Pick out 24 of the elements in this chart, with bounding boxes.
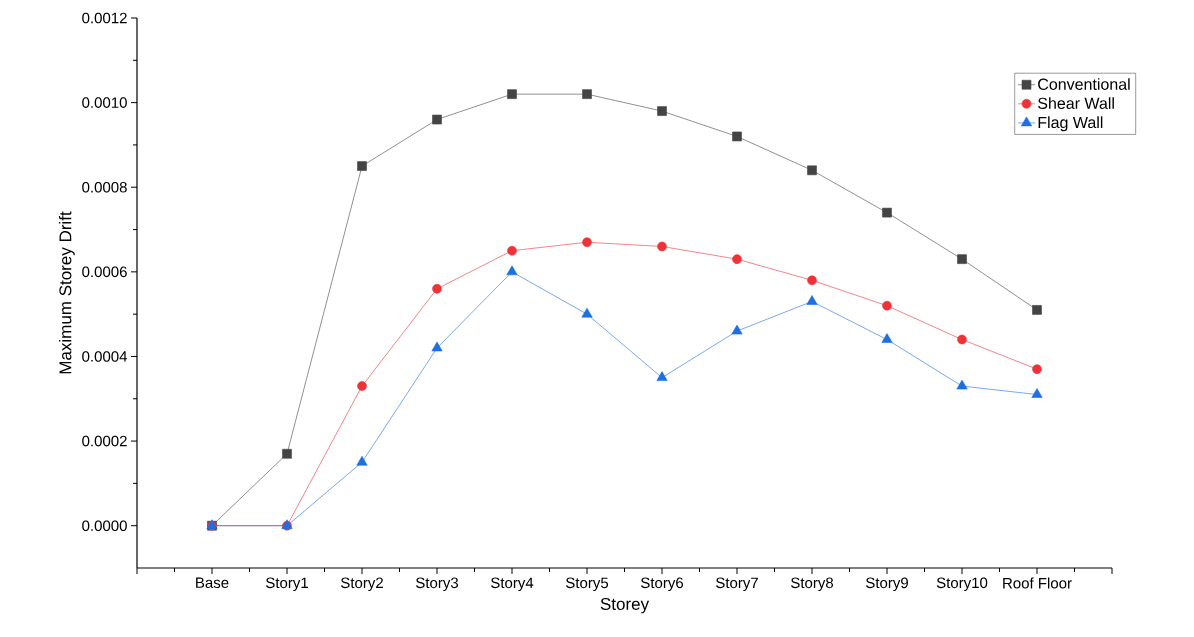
- y-tick-label: 0.0008: [82, 181, 127, 193]
- y-tick-label: 0.0006: [82, 266, 127, 278]
- x-tick-label: Story4: [491, 577, 534, 592]
- x-tick-label: Story6: [641, 577, 684, 592]
- x-tick-label: Story9: [866, 577, 908, 592]
- y-tick-label: 0.0012: [82, 12, 127, 24]
- x-tick-label: Base: [196, 577, 229, 588]
- x-tick-label: Roof Floor: [1003, 577, 1072, 589]
- x-tick-label: Story2: [341, 577, 383, 592]
- x-tick-label: Story1: [266, 577, 308, 592]
- legend-label: Flag Wall: [1038, 116, 1103, 132]
- x-tick-label: Story7: [716, 577, 758, 592]
- y-tick-label: 0.0004: [82, 351, 128, 362]
- x-tick-label: Story10: [936, 577, 988, 592]
- x-tick-label: Story3: [416, 577, 459, 592]
- y-tick-label: 0.0000: [82, 520, 127, 531]
- x-axis-title: Storey: [600, 597, 650, 614]
- y-axis-title: Maximum Storey Drift: [58, 211, 75, 374]
- x-tick-label: Story5: [566, 577, 609, 592]
- y-tick-label: 0.0002: [82, 435, 127, 447]
- x-tick-label: Story8: [791, 577, 834, 592]
- y-tick-label: 0.0010: [82, 97, 127, 108]
- legend-label: Conventional: [1038, 78, 1130, 90]
- legend-label: Shear Wall: [1038, 97, 1114, 110]
